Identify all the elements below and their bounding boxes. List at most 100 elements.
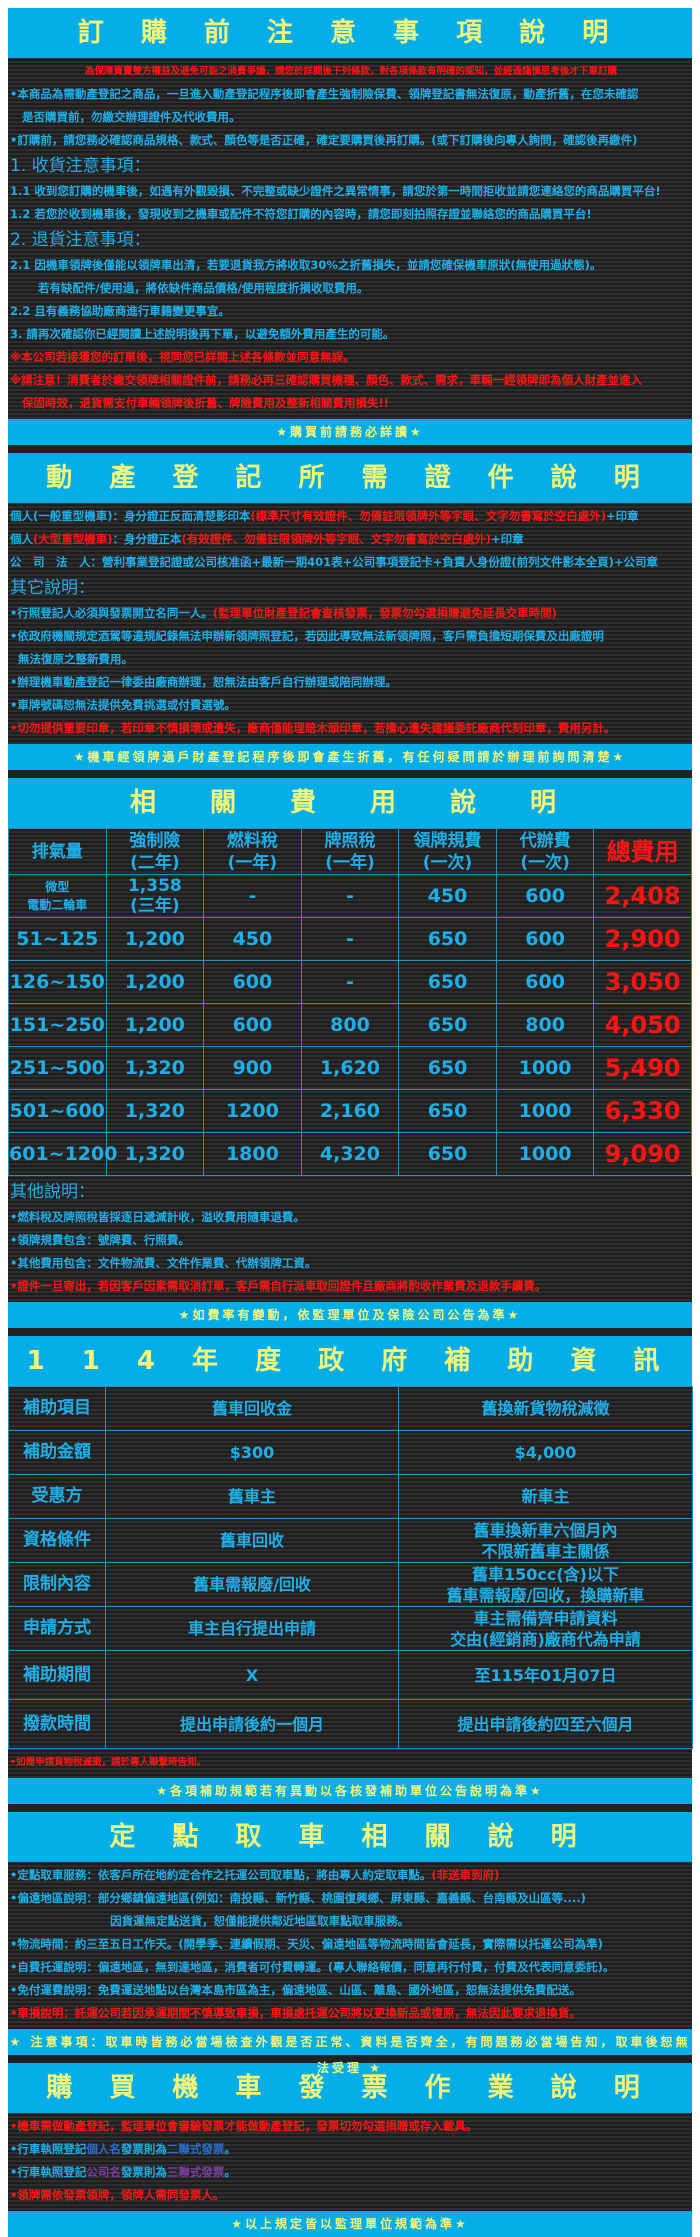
fee-cell-cc: 126~150 bbox=[8, 960, 107, 1004]
notice-text: •依政府機關規定酒駕等違規紀錄無法申辦新領牌照登記，若因此導致無法新領牌照，客戶… bbox=[10, 629, 604, 643]
fee-table-row: 微型 電動二輪車 1,358 (三年) - -450 600 2,408 bbox=[8, 874, 692, 918]
notice-line: 保固時效，退貨需支付車輛領牌後折舊、牌險費用及整新相關費用損失!! bbox=[8, 392, 692, 415]
notice-text: •本商品為需動產登記之商品，一旦進入動產登記程序後即會產生強制險保費、領牌登記書… bbox=[10, 87, 639, 101]
notice-text: •自費托運說明：偏遠地區，無到達地區，消費者可付費轉運。(專人聯絡報價，同意再行… bbox=[10, 1960, 615, 1974]
notice-text: (監理單位財產登記會查核發票，發票勿勾選捐贈避免延長交車時間) bbox=[212, 606, 557, 620]
notice-text: ：身分證正本 bbox=[112, 532, 182, 546]
subsidy-recycle-value: $300 bbox=[105, 1430, 399, 1475]
fee-table-row: 501~600 1,320 1200 2,160 650 1000 6,330 bbox=[8, 1089, 692, 1133]
notice-text: 2. 退貨注意事項： bbox=[10, 230, 151, 250]
notice-text: •切勿提供重要印章，若印章不慎損壞或遺失，廠商僅能理賠木頭印章，若擔心遺失建議委… bbox=[10, 721, 616, 735]
fee-cell-cc: 601~1200 bbox=[8, 1132, 117, 1176]
subsidy-tax-value: 舊換新貨物稅減徵 bbox=[398, 1386, 693, 1431]
notice-text: +印章 bbox=[491, 532, 524, 546]
fee-cell-license-tax: 2,160 bbox=[300, 1089, 400, 1133]
notice-line: 無法復原之整新費用。 bbox=[8, 648, 692, 671]
fee-cell-total: 3,050 bbox=[593, 960, 692, 1004]
fee-explanation-title: 相 關 費 用 說 明 bbox=[8, 778, 692, 828]
subsidy-tax-value: 至115年01月07日 bbox=[398, 1650, 693, 1700]
subsidy-label: 補助金額 bbox=[8, 1430, 106, 1475]
fee-cell-plate-fee: 650 bbox=[398, 1046, 497, 1090]
registration-documents-title: 動 產 登 記 所 需 證 件 說 明 bbox=[8, 453, 692, 503]
fee-cell-agent-fee: 800 bbox=[495, 1003, 595, 1047]
notice-text: 2.1 因機車領牌後僅能以領牌車出清，若要退貨我方將收取30%之折舊損失，並請您… bbox=[10, 258, 602, 272]
fee-table-row: 126~150 1,200 600-650 600 3,050 bbox=[8, 960, 692, 1004]
notice-line: 1.1 收到您訂購的機車後，如遇有外觀毀損、不完整或缺少證件之異常情事，請您於第… bbox=[8, 180, 692, 203]
notice-text: 1.1 收到您訂購的機車後，如遇有外觀毀損、不完整或缺少證件之異常情事，請您於第… bbox=[10, 184, 661, 198]
notice-text: 個人 bbox=[10, 532, 33, 546]
fee-cell-fuel-tax: 900 bbox=[203, 1046, 302, 1090]
notice-text: •領牌需依發票領牌，領牌人需同發票人。 bbox=[10, 2188, 225, 2202]
invoice-instructions-title: 購 買 機 車 發 票 作 業 說 明 bbox=[8, 2063, 692, 2113]
notice-line: 3. 請再次確認你已經閱讀上述說明後再下單，以避免額外費用產生的可能。 bbox=[8, 323, 692, 346]
fee-table-row: 601~1200 1,320 1800 4,320 650 1000 9,090 bbox=[8, 1132, 692, 1176]
fee-explanation-section: 相 關 費 用 說 明排氣量 強制險 (二年) 燃料稅 (一年) 牌照稅 (一年) 領牌規費(… bbox=[8, 778, 692, 1336]
fee-cell-insurance: 1,320 bbox=[105, 1046, 205, 1090]
order-notice-body: 為保障買賣雙方權益及避免可能之消費爭議，請您於詳閱後下列條款，對各項條款有明確的… bbox=[8, 58, 692, 419]
subsidy-row: 資格條件 舊車回收 舊車換新車六個月內 不限新舊車主關係 bbox=[8, 1518, 693, 1563]
fee-header-sub: (一次) bbox=[520, 852, 570, 873]
notice-text: (大型重型機車) bbox=[33, 532, 113, 546]
notice-text: •如需申請貨物稅減徵，請於專人聯繫時告知。 bbox=[10, 1757, 207, 1768]
pickup-point-section: 定 點 取 車 相 關 說 明 •定點取車服務：依客戶所在地約定合作之托運公司取車… bbox=[8, 1812, 692, 2075]
subsidy-tax-value: 車主需備齊申請資料 交由(經銷商)廠商代為申請 bbox=[398, 1606, 693, 1651]
fee-table: 排氣量 強制險 (二年) 燃料稅 (一年) 牌照稅 (一年) 領牌規費 (一次) 代辦費 (一次) 總… bbox=[8, 828, 692, 1176]
notice-text: •辦理機車動產登記一律委由廠商辦理，恕無法由客戶自行辦理或陪同辦理。 bbox=[10, 675, 397, 689]
notice-text: 發票則為 bbox=[120, 2142, 167, 2156]
fee-cell-total: 4,050 bbox=[593, 1003, 692, 1047]
registration-documents-footer-banner: ★機車經領牌過戶財產登記程序後即會產生折舊，有任何疑問請於辦理前詢問清楚★ bbox=[8, 744, 692, 770]
fee-table-row: 251~500 1,320 900 1,620 650 1000 5,490 bbox=[8, 1046, 692, 1090]
fee-header-sub: (二年) bbox=[130, 852, 180, 873]
fee-header-cell: 排氣量 bbox=[8, 828, 107, 875]
notice-line: •本商品為需動產登記之商品，一旦進入動產登記程序後即會產生強制險保費、領牌登記書… bbox=[8, 83, 692, 106]
fee-table-row: 51~125 1,200 450-650 600 2,900 bbox=[8, 917, 692, 961]
notice-line: •領牌需依發票領牌，領牌人需同發票人。 bbox=[8, 2184, 692, 2207]
notice-line: •機車需做動產登記，監理單位會審驗發票才能做動產登記，發票切勿勾選捐贈或存入載具… bbox=[8, 2115, 692, 2138]
notice-line: 為保障買賣雙方權益及避免可能之消費爭議，請您於詳閱後下列條款，對各項條款有明確的… bbox=[8, 60, 692, 83]
pickup-point-footer-banner: ★ 注意事項：取車時皆務必當場檢查外觀是否正常、資料是否齊全，有問題務必當場告知… bbox=[8, 2029, 692, 2075]
fee-cell-license-tax: 4,320 bbox=[300, 1132, 400, 1176]
subsidy-tax-value: 提出申請後約四至六個月 bbox=[398, 1699, 693, 1749]
notice-text: 保固時效，退貨需支付車輛領牌後折舊、牌險費用及整新相關費用損失!! bbox=[10, 396, 389, 410]
notice-line: •偏遠地區說明：部分鄉鎮偏遠地區(例如：南投縣、新竹縣、桃園復興鄉、屏東縣、嘉義… bbox=[8, 1887, 692, 1910]
subsidy-recycle-value: 舊車主 bbox=[105, 1474, 399, 1519]
fee-header-cell: 領牌規費 (一次) bbox=[398, 828, 497, 875]
fee-cell-cc: 微型 電動二輪車 bbox=[8, 874, 107, 918]
fee-explanation-footer-banner: ★如費率有變動，依監理單位及保險公司公告為準★ bbox=[8, 1302, 692, 1328]
notice-line: •行車執照登記公司名發票則為三聯式發票。 bbox=[8, 2161, 692, 2184]
notice-text: 是否購買前，勿繳交辦理證件及代收費用。 bbox=[10, 110, 241, 124]
fee-cell-fuel-tax: 450 bbox=[203, 917, 302, 961]
fee-cell-total: 9,090 bbox=[593, 1132, 692, 1176]
fee-header-cell: 代辦費 (一次) bbox=[495, 828, 595, 875]
subsidy-label: 補助項目 bbox=[8, 1386, 106, 1431]
fee-cell-plate-fee: 650 bbox=[398, 1132, 497, 1176]
fee-cell-plate-fee: 650 bbox=[398, 1003, 497, 1047]
product-notice-page: 訂 購 前 注 意 事 項 說 明為保障買賣雙方權益及避免可能之消費爭議，請您於… bbox=[8, 8, 693, 2237]
fee-table-row: 151~250 1,200 600 800 650 800 4,050 bbox=[8, 1003, 692, 1047]
government-subsidy-footer-banner: ★各項補助規範若有異動以各核發補助單位公告說明為準★ bbox=[8, 1778, 692, 1804]
notice-text: •行照登記人必須與發票開立名同一人。 bbox=[10, 606, 213, 620]
registration-documents-body: 個人(一般重型機車)：身分證正反面清楚影印本(標準尺寸有效證件、勿備註限領牌外等… bbox=[8, 503, 692, 744]
subsidy-label: 補助期間 bbox=[8, 1650, 106, 1700]
notice-text: 1. 收貨注意事項： bbox=[10, 156, 151, 176]
notice-text: +印章 bbox=[606, 509, 639, 523]
fee-header-label: 燃料稅 bbox=[226, 830, 278, 851]
fee-cell-insurance: 1,200 bbox=[105, 960, 205, 1004]
fee-cell-cc: 501~600 bbox=[8, 1089, 107, 1133]
fee-cell-license-tax: - bbox=[300, 917, 400, 961]
notice-line: •訂購前，請您務必確認商品規格、款式、顏色等是否正確，確定要購買後再訂購。(或下… bbox=[8, 129, 692, 152]
notice-line: •證件一旦寄出，若因客戶因素需取消訂單，客戶需自行派車取回證件且廠商將酌收作業費… bbox=[8, 1275, 692, 1298]
fee-cell-insurance: 1,320 bbox=[105, 1132, 205, 1176]
fee-cell-license-tax: - bbox=[300, 960, 400, 1004]
notice-text: 無法復原之整新費用。 bbox=[10, 652, 134, 666]
notice-text: (標準尺寸有效證件、勿備註限領牌外等字眼、文字勿書寫於空白處外) bbox=[250, 509, 607, 523]
notice-text: •機車需做動產登記，監理單位會審驗發票才能做動產登記，發票切勿勾選捐贈或存入載具… bbox=[10, 2119, 478, 2133]
fee-cell-total: 5,490 bbox=[593, 1046, 692, 1090]
notice-line: •車牌號碼恕無法提供免費挑選或付費選號。 bbox=[8, 694, 692, 717]
notice-text: 二聯式發票 bbox=[166, 2142, 225, 2156]
notice-text: 三聯式發票 bbox=[166, 2165, 225, 2179]
subsidy-label: 申請方式 bbox=[8, 1606, 106, 1651]
subsidy-recycle-value: 舊車回收 bbox=[105, 1518, 399, 1563]
fee-cell-insurance: 1,320 bbox=[105, 1089, 205, 1133]
fee-cell-agent-fee: 1000 bbox=[495, 1132, 595, 1176]
